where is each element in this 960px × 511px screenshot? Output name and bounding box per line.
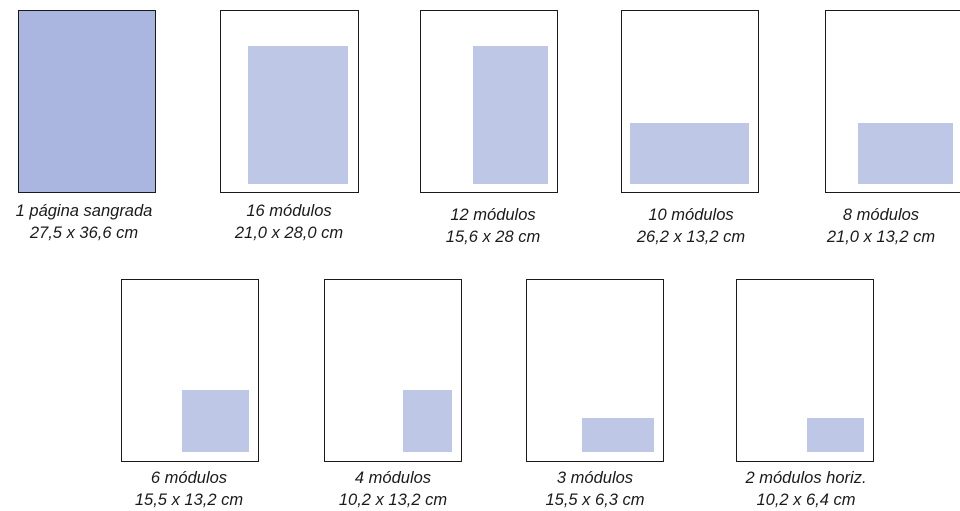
format-caption-10-modules: 10 módulos 26,2 x 13,2 cm <box>591 204 791 248</box>
format-caption-2-modules-horizontal: 2 módulos horiz. 10,2 x 6,4 cm <box>706 467 906 511</box>
format-caption-3-modules: 3 módulos 15,5 x 6,3 cm <box>495 467 695 511</box>
format-name: 3 módulos <box>556 469 634 487</box>
format-size: 10,2 x 6,4 cm <box>756 491 856 509</box>
format-name: 16 módulos <box>246 202 332 220</box>
page-16-modules <box>220 10 359 193</box>
ad-area-2-modules-horizontal <box>807 418 864 452</box>
format-caption-8-modules: 8 módulos 21,0 x 13,2 cm <box>781 204 960 248</box>
ad-area-16-modules <box>248 46 348 184</box>
ad-area-4-modules <box>403 390 452 452</box>
page-2-modules-horizontal <box>736 279 874 462</box>
format-size: 10,2 x 13,2 cm <box>338 491 448 509</box>
format-size: 15,5 x 6,3 cm <box>545 491 645 509</box>
format-size: 15,5 x 13,2 cm <box>134 491 244 509</box>
format-size: 15,6 x 28 cm <box>445 228 541 246</box>
page-12-modules <box>420 10 558 193</box>
ad-area-3-modules <box>582 418 654 452</box>
format-name: 1 página sangrada <box>15 202 153 220</box>
format-caption-12-modules: 12 módulos 15,6 x 28 cm <box>393 204 593 248</box>
format-size: 27,5 x 36,6 cm <box>29 224 139 242</box>
ad-area-12-modules <box>473 46 548 184</box>
page-4-modules <box>324 279 462 462</box>
format-name: 12 módulos <box>450 206 536 224</box>
format-name: 2 módulos horiz. <box>745 469 867 487</box>
ad-area-10-modules <box>630 123 749 184</box>
ad-area-8-modules <box>858 123 953 184</box>
format-name: 10 módulos <box>648 206 734 224</box>
format-caption-6-modules: 6 módulos 15,5 x 13,2 cm <box>89 467 289 511</box>
format-size: 21,0 x 13,2 cm <box>826 228 936 246</box>
format-caption-16-modules: 16 módulos 21,0 x 28,0 cm <box>189 200 389 244</box>
ad-area-6-modules <box>182 390 249 452</box>
page-3-modules <box>526 279 664 462</box>
format-size: 21,0 x 28,0 cm <box>234 224 344 242</box>
format-caption-4-modules: 4 módulos 10,2 x 13,2 cm <box>293 467 493 511</box>
format-name: 6 módulos <box>150 469 228 487</box>
format-size: 26,2 x 13,2 cm <box>636 228 746 246</box>
format-caption-full-bleed: 1 página sangrada 27,5 x 36,6 cm <box>0 200 184 244</box>
page-10-modules <box>621 10 759 193</box>
page-8-modules <box>825 10 960 193</box>
page-6-modules <box>121 279 259 462</box>
page-full-bleed <box>18 10 156 193</box>
format-name: 4 módulos <box>354 469 432 487</box>
format-name: 8 módulos <box>842 206 920 224</box>
